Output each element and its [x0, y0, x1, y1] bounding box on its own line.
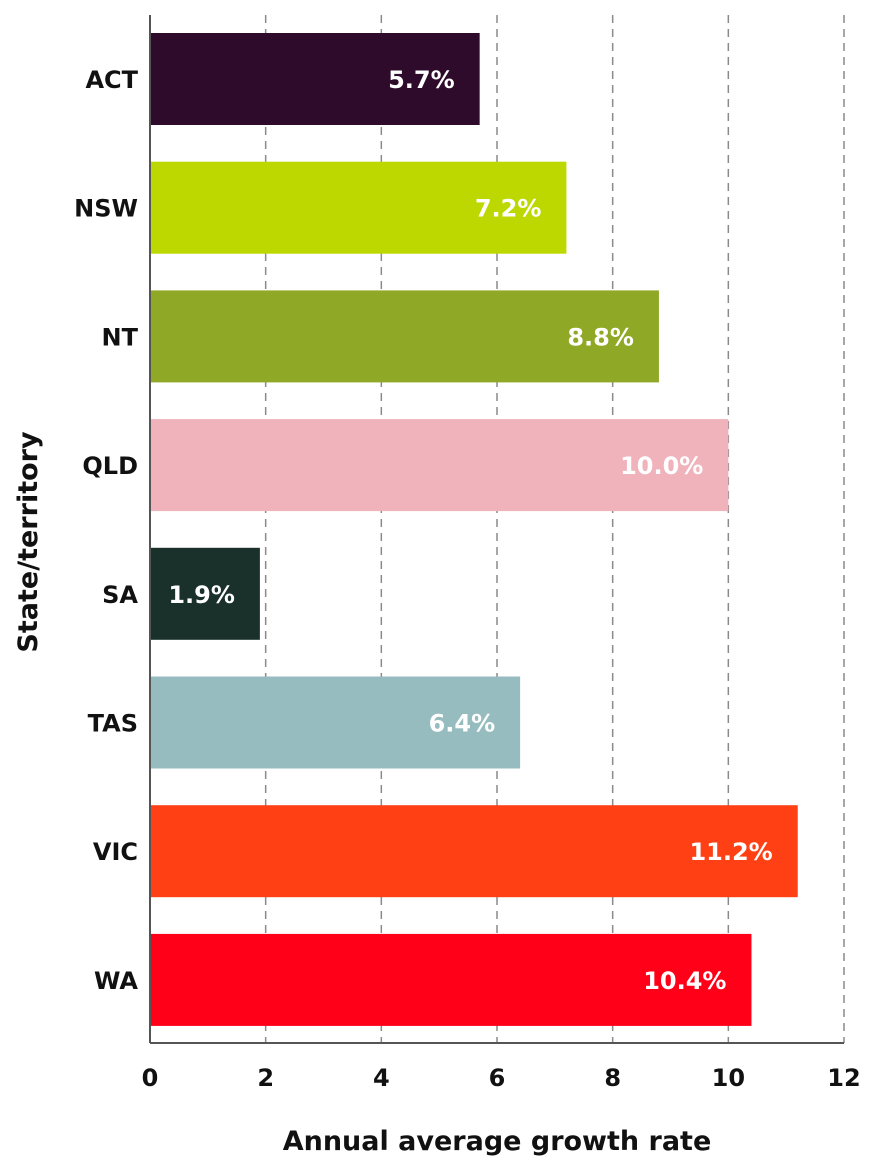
category-label: SA	[102, 581, 138, 609]
x-tick-label: 10	[712, 1064, 745, 1092]
bar-value-label: 7.2%	[475, 195, 542, 223]
category-labels: ACT NSW NT QLD SA TAS VIC WA	[74, 66, 138, 995]
bar-value-label: 5.7%	[388, 66, 455, 94]
category-label: ACT	[85, 66, 138, 94]
category-label: TAS	[88, 710, 138, 738]
category-label: WA	[94, 967, 138, 995]
bar-act	[150, 33, 480, 125]
x-tick-labels: 0 2 4 6 8 10 12	[142, 1064, 861, 1092]
bar-qld	[150, 419, 729, 512]
bar-wa	[150, 933, 752, 1026]
y-axis-title: State/territory	[13, 431, 44, 653]
bar-vic	[150, 805, 798, 898]
bar-value-label: 10.4%	[643, 967, 726, 995]
category-label: NT	[102, 323, 139, 351]
x-tick-label: 2	[257, 1064, 274, 1092]
category-label: QLD	[82, 452, 138, 480]
x-tick-label: 6	[489, 1064, 506, 1092]
bar-value-label: 8.8%	[567, 323, 634, 351]
category-label: VIC	[93, 838, 138, 866]
x-tick-label: 8	[604, 1064, 621, 1092]
bar-value-label: 10.0%	[620, 452, 703, 480]
x-tick-label: 12	[827, 1064, 860, 1092]
x-tick-label: 4	[373, 1064, 390, 1092]
bar-tas	[150, 676, 521, 769]
bar-nsw	[150, 161, 567, 254]
bar-value-label: 1.9%	[168, 581, 235, 609]
category-label: NSW	[74, 195, 138, 223]
x-axis-title: Annual average growth rate	[283, 1126, 712, 1157]
bar-value-label: 11.2%	[689, 838, 772, 866]
bar-sa	[150, 547, 260, 640]
bar-value-label: 6.4%	[429, 710, 496, 738]
bar-nt	[150, 290, 659, 383]
bars: 5.7% 7.2% 8.8% 10.0% 1.9% 6.4% 11.2% 10.4%	[150, 33, 798, 1026]
x-tick-label: 0	[142, 1064, 159, 1092]
